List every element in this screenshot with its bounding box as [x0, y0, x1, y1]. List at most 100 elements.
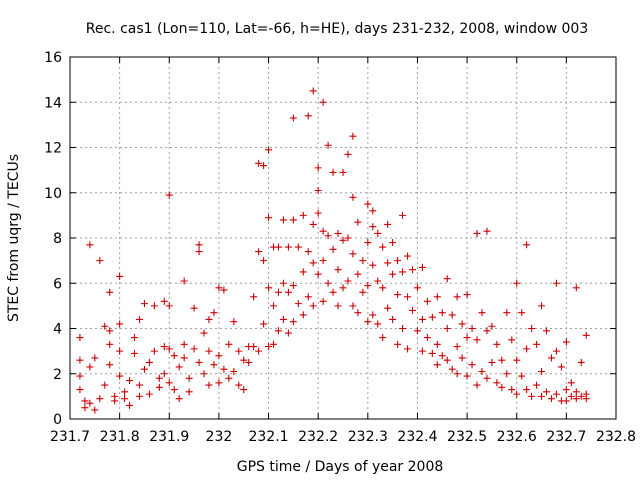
data-point — [448, 365, 456, 373]
data-point — [468, 361, 476, 369]
y-tick-label: 4 — [53, 322, 62, 338]
data-point — [86, 241, 94, 249]
data-point — [131, 349, 139, 357]
x-axis-label: GPS time / Days of year 2008 — [237, 459, 444, 475]
data-point — [473, 229, 481, 237]
data-point — [314, 186, 322, 194]
data-point — [389, 315, 397, 323]
data-point — [284, 243, 292, 251]
data-point — [215, 352, 223, 360]
data-point — [91, 354, 99, 362]
data-point — [76, 356, 84, 364]
data-point — [369, 223, 377, 231]
data-point — [334, 266, 342, 274]
y-tick-label: 2 — [53, 367, 62, 383]
y-tick-label: 0 — [53, 412, 62, 428]
data-point — [160, 297, 168, 305]
data-point — [210, 361, 218, 369]
data-point — [418, 315, 426, 323]
data-point — [324, 232, 332, 240]
data-point — [339, 236, 347, 244]
data-point — [81, 397, 89, 405]
data-point — [270, 302, 278, 310]
data-point — [116, 320, 124, 328]
data-point — [250, 293, 258, 301]
data-point — [270, 340, 278, 348]
data-point — [389, 239, 397, 247]
data-point — [135, 392, 143, 400]
data-point — [374, 277, 382, 285]
data-point — [289, 318, 297, 326]
data-point — [304, 112, 312, 120]
data-point — [165, 302, 173, 310]
data-point — [265, 284, 273, 292]
data-point — [483, 227, 491, 235]
x-tick-label: 232.8 — [596, 429, 636, 445]
data-point — [150, 302, 158, 310]
data-point — [309, 87, 317, 95]
y-axis-label: STEC from uqrg / TECUs — [6, 154, 22, 322]
data-point — [140, 300, 148, 308]
data-point — [508, 386, 516, 394]
data-point — [314, 209, 322, 217]
data-point — [389, 270, 397, 278]
data-point — [523, 345, 531, 353]
data-point — [453, 343, 461, 351]
data-point — [572, 388, 580, 396]
x-tick-label: 232.2 — [298, 429, 338, 445]
y-tick-label: 8 — [53, 231, 62, 247]
x-tick-label: 232.6 — [497, 429, 537, 445]
data-point — [428, 349, 436, 357]
x-tick-label: 232 — [206, 429, 233, 445]
data-point — [349, 132, 357, 140]
data-point — [274, 243, 282, 251]
data-point — [126, 401, 134, 409]
data-point — [364, 282, 372, 290]
data-point — [245, 358, 253, 366]
data-point — [76, 386, 84, 394]
data-point — [428, 313, 436, 321]
data-point — [314, 270, 322, 278]
data-point — [404, 345, 412, 353]
data-point — [309, 220, 317, 228]
data-point — [488, 358, 496, 366]
data-point — [488, 322, 496, 330]
data-point — [225, 340, 233, 348]
data-point — [443, 356, 451, 364]
data-point — [155, 383, 163, 391]
data-point — [265, 146, 273, 154]
data-point — [170, 352, 178, 360]
data-point — [106, 340, 114, 348]
data-point — [572, 284, 580, 292]
data-point — [215, 284, 223, 292]
data-point — [567, 379, 575, 387]
data-point — [547, 354, 555, 362]
data-point — [438, 309, 446, 317]
data-point — [344, 150, 352, 158]
data-point — [518, 372, 526, 380]
data-point — [205, 315, 213, 323]
data-point — [354, 218, 362, 226]
data-point — [225, 374, 233, 382]
data-point — [309, 302, 317, 310]
data-point — [319, 227, 327, 235]
data-point — [572, 395, 580, 403]
y-tick-label: 6 — [53, 276, 62, 292]
data-point — [145, 358, 153, 366]
data-point — [150, 347, 158, 355]
data-point — [284, 329, 292, 337]
data-point — [121, 395, 129, 403]
data-point — [279, 315, 287, 323]
data-point — [215, 379, 223, 387]
data-point — [384, 304, 392, 312]
data-point — [205, 347, 213, 355]
data-point — [96, 395, 104, 403]
y-tick-label: 16 — [44, 50, 62, 66]
data-point — [86, 399, 94, 407]
data-point — [106, 361, 114, 369]
data-point — [255, 159, 263, 167]
data-point — [543, 327, 551, 335]
data-point — [349, 250, 357, 258]
data-point — [567, 392, 575, 400]
data-point — [334, 302, 342, 310]
